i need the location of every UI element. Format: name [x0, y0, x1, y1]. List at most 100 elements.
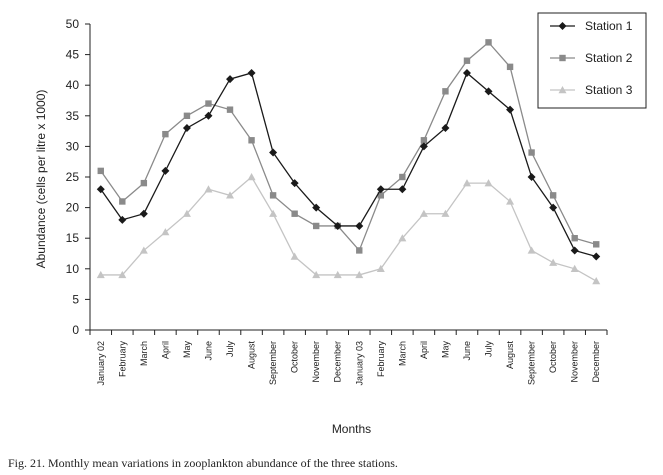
- x-tick-label: August: [505, 341, 515, 370]
- data-point: [182, 124, 191, 133]
- y-tick-label: 25: [66, 170, 80, 184]
- data-point: [290, 179, 299, 188]
- data-point: [205, 100, 212, 107]
- data-point: [441, 209, 450, 217]
- data-point: [118, 270, 127, 279]
- x-tick-label: March: [397, 341, 407, 366]
- data-point: [376, 264, 385, 272]
- data-point: [442, 88, 449, 95]
- legend-marker: [558, 86, 567, 94]
- data-point: [96, 185, 105, 194]
- x-tick-label: April: [160, 341, 170, 359]
- data-point: [355, 270, 364, 279]
- x-tick-label: September: [268, 341, 278, 385]
- series-2: [97, 39, 600, 254]
- legend-item: Station 3: [550, 83, 633, 97]
- x-tick-label: February: [376, 341, 386, 378]
- data-point: [290, 252, 299, 260]
- data-point: [528, 149, 535, 156]
- legend-label: Station 1: [585, 19, 633, 33]
- data-point: [226, 191, 235, 199]
- data-point: [333, 221, 342, 230]
- series-3: [96, 173, 601, 285]
- x-tick-label: March: [139, 341, 149, 366]
- data-point: [484, 87, 493, 96]
- data-point: [269, 209, 278, 217]
- data-point: [506, 63, 514, 71]
- y-tick-label: 30: [66, 139, 80, 153]
- x-tick-label: May: [182, 341, 192, 359]
- data-point: [549, 258, 558, 266]
- data-point: [97, 167, 104, 175]
- data-point: [549, 203, 558, 212]
- x-tick-label: November: [311, 341, 321, 383]
- data-point: [291, 210, 298, 217]
- legend: Station 1 Station 2 Station 3: [537, 12, 647, 109]
- series-line: [100, 41, 597, 252]
- x-tick-label: August: [247, 341, 257, 370]
- data-point: [183, 112, 191, 119]
- series-1: [96, 68, 601, 261]
- data-point: [399, 173, 406, 181]
- x-tick-label: June: [203, 341, 213, 361]
- data-point: [398, 234, 407, 242]
- data-point: [312, 222, 320, 230]
- y-tick-label: 15: [66, 231, 80, 245]
- data-point: [462, 179, 471, 187]
- data-point: [376, 185, 385, 194]
- data-point: [161, 166, 170, 175]
- x-tick-label: May: [440, 341, 450, 359]
- data-point: [312, 203, 321, 212]
- data-point: [355, 221, 364, 230]
- data-point: [312, 270, 321, 279]
- x-tick-label: April: [419, 341, 429, 359]
- legend-marker: [559, 54, 566, 62]
- x-tick-label: July: [484, 341, 494, 358]
- line-chart: 0 5 10 15 20 25 30 35 40 45 50 January 02 February M…: [34, 12, 647, 436]
- data-point: [419, 209, 428, 217]
- data-point: [592, 277, 601, 285]
- data-point: [506, 105, 515, 114]
- data-point: [506, 197, 515, 205]
- y-tick-label: 50: [66, 17, 80, 31]
- x-tick-label: October: [548, 341, 558, 373]
- y-tick-label: 40: [66, 78, 80, 92]
- y-axis: 0 5 10 15 20 25 30 35 40 45 50: [66, 17, 91, 337]
- data-point: [527, 173, 536, 181]
- x-tick-label: October: [290, 341, 300, 373]
- series-line: [100, 176, 597, 282]
- y-tick-label: 0: [72, 323, 79, 337]
- data-point: [462, 68, 471, 77]
- data-point: [485, 39, 492, 46]
- y-tick-label: 45: [66, 48, 80, 62]
- data-point: [333, 270, 342, 279]
- x-axis-title: Months: [332, 422, 371, 436]
- data-point: [247, 68, 256, 77]
- y-axis-title: Abundance (cells per litre x 1000): [34, 90, 48, 269]
- data-point: [139, 246, 148, 254]
- data-point: [420, 137, 428, 144]
- data-point: [139, 209, 148, 218]
- data-point: [570, 246, 579, 255]
- y-tick-label: 10: [66, 262, 80, 276]
- data-point: [248, 137, 255, 144]
- x-tick-label: January 03: [354, 341, 364, 386]
- legend-label: Station 3: [585, 83, 633, 97]
- y-tick-label: 5: [72, 292, 79, 306]
- data-point: [570, 264, 579, 272]
- data-point: [593, 241, 600, 248]
- data-point: [398, 185, 407, 194]
- x-tick-label: January 02: [96, 341, 106, 386]
- data-point: [204, 185, 213, 193]
- data-point: [592, 252, 601, 261]
- data-point: [527, 246, 536, 254]
- data-point: [140, 179, 148, 187]
- data-point: [377, 192, 385, 199]
- legend-box: [537, 12, 647, 109]
- data-point: [119, 198, 126, 205]
- series-layer: [96, 39, 601, 285]
- data-point: [96, 270, 105, 279]
- data-point: [356, 247, 363, 254]
- y-tick-label: 20: [66, 201, 80, 215]
- figure-caption: Fig. 21. Monthly mean variations in zoop…: [8, 456, 398, 470]
